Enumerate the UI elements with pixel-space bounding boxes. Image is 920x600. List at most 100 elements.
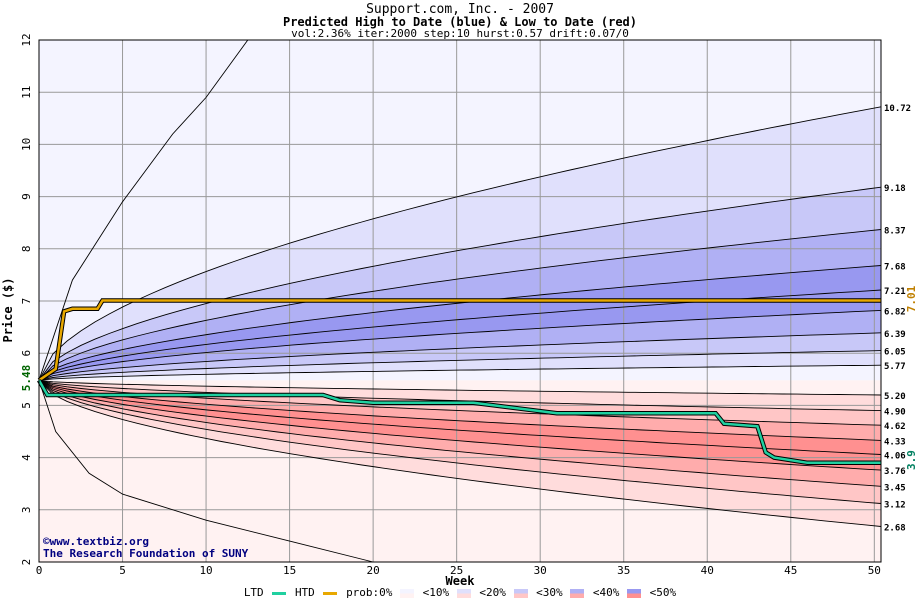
legend-prob-label: prob:0% xyxy=(346,586,393,599)
y-tick-label: 5 xyxy=(20,402,33,409)
quantile-end-label: 4.62 xyxy=(884,422,906,432)
low-quantile-line xyxy=(38,379,882,527)
quantile-end-label: 2.68 xyxy=(884,524,906,534)
x-tick-label: 35 xyxy=(617,564,630,577)
high-quantile-line xyxy=(38,364,882,381)
high-band-6 xyxy=(39,332,881,381)
y-tick-label: 7 xyxy=(20,298,33,305)
htd-series-line xyxy=(38,299,881,382)
chart-params: vol:2.36% iter:2000 step:10 hurst:0.57 d… xyxy=(291,27,629,40)
quantile-end-label: 6.05 xyxy=(884,348,906,358)
x-tick-label: 20 xyxy=(367,564,380,577)
high-quantile-line xyxy=(38,265,882,381)
outer-high-envelope xyxy=(38,39,249,381)
x-axis-label: Week xyxy=(446,574,476,588)
quantile-end-label: 4.33 xyxy=(884,437,906,447)
x-tick-label: 40 xyxy=(701,564,714,577)
high-band-1 xyxy=(39,187,881,381)
chart-title: Support.com, Inc. - 2007 xyxy=(366,2,554,17)
high-quantile-line xyxy=(38,229,882,381)
legend-htd-label: HTD xyxy=(294,586,315,599)
watermark-line2: The Research Foundation of SUNY xyxy=(43,547,249,560)
y-tick-label: 12 xyxy=(20,33,33,46)
x-tick-label: 15 xyxy=(283,564,296,577)
high-quantile-line xyxy=(38,186,882,381)
low-quantile-line xyxy=(38,379,882,487)
quantile-end-label: 7.68 xyxy=(884,263,906,273)
y-tick-label: 10 xyxy=(20,138,33,151)
legend-swatch-0 xyxy=(400,588,415,598)
low-quantile-line xyxy=(38,379,882,504)
low-band-6 xyxy=(39,380,881,504)
x-tick-label: 45 xyxy=(784,564,797,577)
legend-swatch-10 xyxy=(456,588,471,598)
legend: LTD HTD prob:0% <10% <20% <30% <40% <50% xyxy=(0,586,920,599)
low-band-0 xyxy=(39,380,881,411)
quantile-end-label: 5.20 xyxy=(884,392,906,402)
quantile-end-label: 4.06 xyxy=(884,451,906,461)
low-band-7 xyxy=(39,380,881,527)
ltd-current-label: 3.9 xyxy=(905,450,918,470)
legend-swatch-40 xyxy=(627,588,642,598)
quantile-end-label: 8.37 xyxy=(884,226,906,236)
legend-b20-label: <20% xyxy=(479,586,506,599)
low-band-5 xyxy=(39,380,881,487)
quantile-end-label: 5.77 xyxy=(884,362,906,372)
low-quantile-line xyxy=(38,379,882,396)
high-quantile-line xyxy=(38,106,882,381)
x-tick-label: 5 xyxy=(119,564,126,577)
quantile-end-label: 10.72 xyxy=(884,104,911,114)
x-tick-label: 25 xyxy=(450,564,463,577)
htd-current-label: 7.01 xyxy=(905,285,918,312)
low-quantile-line xyxy=(38,379,882,441)
legend-ltd-label: LTD xyxy=(243,586,264,599)
legend-b40-label: <40% xyxy=(592,586,620,599)
legend-htd-swatch xyxy=(323,591,338,595)
series-lines xyxy=(37,298,881,466)
quantile-end-label: 4.90 xyxy=(884,408,906,418)
x-tick-label: 50 xyxy=(868,564,881,577)
quantile-end-label: 3.12 xyxy=(884,501,906,511)
probability-bands xyxy=(39,40,881,562)
low-band-2 xyxy=(39,380,881,441)
x-tick-label: 10 xyxy=(199,564,212,577)
x-tick-label: 30 xyxy=(534,564,547,577)
start-price-label: 5.48 xyxy=(20,365,33,392)
high-quantile-line xyxy=(38,332,882,381)
legend-swatch-20 xyxy=(513,588,528,598)
outer-low-envelope xyxy=(38,380,374,563)
y-tick-label: 8 xyxy=(20,245,33,252)
quantile-end-label: 3.45 xyxy=(884,483,906,493)
low-quantile-line xyxy=(38,379,882,455)
quantile-end-label: 3.76 xyxy=(884,467,906,477)
quantile-end-label: 6.39 xyxy=(884,330,906,340)
y-tick-label: 2 xyxy=(20,559,33,566)
y-tick-label: 4 xyxy=(20,454,33,461)
watermark-line1: ©www.textbiz.org xyxy=(43,535,149,548)
legend-b10-label: <10% xyxy=(422,586,450,599)
quantile-end-label: 7.21 xyxy=(884,287,906,297)
legend-b50-label: <50% xyxy=(649,586,677,599)
low-quantile-line xyxy=(38,379,882,471)
high-quantile-line xyxy=(38,350,882,381)
low-band-4 xyxy=(39,380,881,471)
y-tick-label: 9 xyxy=(20,193,33,200)
high-band-5 xyxy=(39,310,881,381)
y-tick-label: 6 xyxy=(20,350,33,357)
ltd-series-line xyxy=(37,379,881,465)
high-band-7 xyxy=(39,350,881,381)
end-labels: 10.72 9.18 8.37 7.68 7.21 6.82 6.39 6.05 5.77 5.2… xyxy=(884,104,911,534)
y-tick-label: 11 xyxy=(20,86,33,99)
plot-frame xyxy=(38,39,882,563)
high-band-0 xyxy=(39,106,881,381)
high-band-3 xyxy=(39,265,881,381)
quantile-end-label: 9.18 xyxy=(884,184,906,194)
x-tick-label: 0 xyxy=(36,564,43,577)
low-band-3 xyxy=(39,380,881,455)
high-band-4 xyxy=(39,290,881,381)
y-tick-label: 3 xyxy=(20,506,33,513)
legend-swatch-30 xyxy=(570,588,585,598)
quantile-end-label: 6.82 xyxy=(884,307,906,317)
legend-b30-label: <30% xyxy=(536,586,563,599)
